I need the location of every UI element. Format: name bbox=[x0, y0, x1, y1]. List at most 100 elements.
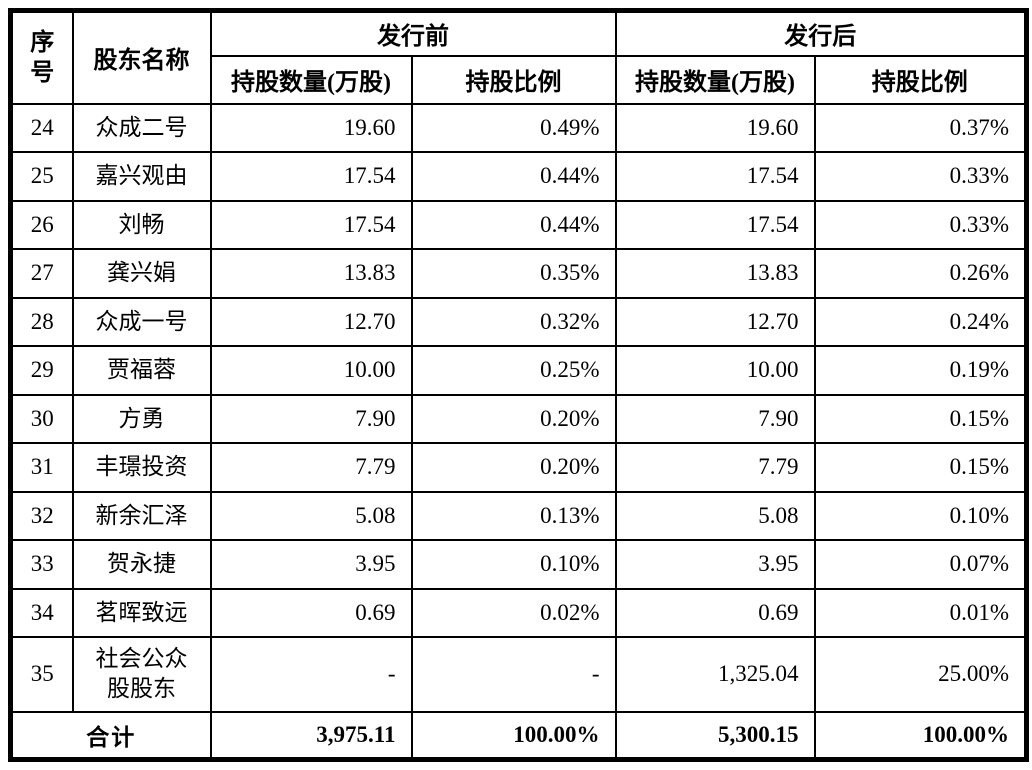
row-shareholder-name: 众成一号 bbox=[71, 296, 212, 348]
table-row: 34 茗晖致远 0.69 0.02% 0.69 0.01% bbox=[9, 587, 1028, 639]
row-shareholder-name: 刘畅 bbox=[71, 199, 212, 251]
row-pct-before: 0.13% bbox=[410, 490, 617, 542]
table-row: 35 社会公众股股东 - - 1,325.04 25.00% bbox=[9, 636, 1028, 713]
shareholder-table: 序号 股东名称 发行前 发行后 持股数量(万股) 持股比例 持股数量(万股) 持… bbox=[8, 8, 1029, 762]
row-qty-after: 10.00 bbox=[614, 345, 816, 396]
total-label: 合计 bbox=[9, 710, 212, 761]
row-pct-before: 0.49% bbox=[410, 102, 617, 154]
table-row: 32 新余汇泽 5.08 0.13% 5.08 0.10% bbox=[9, 490, 1028, 542]
row-seq: 35 bbox=[9, 636, 74, 713]
row-pct-after: 0.37% bbox=[813, 102, 1028, 154]
row-pct-after: 25.00% bbox=[813, 636, 1028, 713]
header-pct-after: 持股比例 bbox=[813, 54, 1028, 105]
row-shareholder-name: 社会公众股股东 bbox=[71, 636, 212, 713]
row-qty-before: 0.69 bbox=[209, 587, 413, 639]
header-pct-before: 持股比例 bbox=[410, 54, 617, 105]
row-pct-after: 0.24% bbox=[813, 296, 1028, 348]
row-seq: 24 bbox=[9, 102, 74, 154]
row-pct-after: 0.07% bbox=[813, 539, 1028, 590]
total-row: 合计 3,975.11 100.00% 5,300.15 100.00% bbox=[9, 710, 1028, 761]
row-seq: 26 bbox=[9, 199, 74, 251]
row-qty-after: 19.60 bbox=[614, 102, 816, 154]
row-shareholder-name: 众成二号 bbox=[71, 102, 212, 154]
row-pct-after: 0.15% bbox=[813, 442, 1028, 493]
header-shareholder-name: 股东名称 bbox=[71, 9, 212, 105]
row-seq: 34 bbox=[9, 587, 74, 639]
row-pct-before: 0.25% bbox=[410, 345, 617, 396]
row-qty-after: 3.95 bbox=[614, 539, 816, 590]
row-shareholder-name: 贾福蓉 bbox=[71, 345, 212, 396]
row-shareholder-name: 茗晖致远 bbox=[71, 587, 212, 639]
row-qty-before: - bbox=[209, 636, 413, 713]
row-shareholder-name: 新余汇泽 bbox=[71, 490, 212, 542]
table-row: 27 龚兴娟 13.83 0.35% 13.83 0.26% bbox=[9, 248, 1028, 299]
row-seq: 27 bbox=[9, 248, 74, 299]
row-pct-before: 0.20% bbox=[410, 393, 617, 445]
table-row: 24 众成二号 19.60 0.49% 19.60 0.37% bbox=[9, 102, 1028, 154]
header-group-after: 发行后 bbox=[614, 9, 1028, 57]
total-qty-after: 5,300.15 bbox=[614, 710, 816, 761]
row-pct-after: 0.10% bbox=[813, 490, 1028, 542]
table-header: 序号 股东名称 发行前 发行后 持股数量(万股) 持股比例 持股数量(万股) 持… bbox=[9, 9, 1028, 105]
row-seq: 25 bbox=[9, 151, 74, 202]
table-row: 25 嘉兴观由 17.54 0.44% 17.54 0.33% bbox=[9, 151, 1028, 202]
row-seq: 28 bbox=[9, 296, 74, 348]
row-pct-before: - bbox=[410, 636, 617, 713]
row-qty-after: 13.83 bbox=[614, 248, 816, 299]
row-qty-after: 7.79 bbox=[614, 442, 816, 493]
table-body: 24 众成二号 19.60 0.49% 19.60 0.37% 25 嘉兴观由 … bbox=[9, 102, 1028, 713]
row-qty-after: 0.69 bbox=[614, 587, 816, 639]
row-pct-before: 0.02% bbox=[410, 587, 617, 639]
row-qty-after: 17.54 bbox=[614, 151, 816, 202]
row-pct-before: 0.10% bbox=[410, 539, 617, 590]
row-qty-before: 12.70 bbox=[209, 296, 413, 348]
table-row: 29 贾福蓉 10.00 0.25% 10.00 0.19% bbox=[9, 345, 1028, 396]
row-shareholder-name: 方勇 bbox=[71, 393, 212, 445]
row-qty-after: 17.54 bbox=[614, 199, 816, 251]
row-seq: 30 bbox=[9, 393, 74, 445]
header-group-before: 发行前 bbox=[209, 9, 617, 57]
row-qty-before: 10.00 bbox=[209, 345, 413, 396]
row-pct-before: 0.20% bbox=[410, 442, 617, 493]
table-row: 26 刘畅 17.54 0.44% 17.54 0.33% bbox=[9, 199, 1028, 251]
row-pct-after: 0.01% bbox=[813, 587, 1028, 639]
row-pct-before: 0.44% bbox=[410, 151, 617, 202]
row-qty-after: 1,325.04 bbox=[614, 636, 816, 713]
row-pct-after: 0.26% bbox=[813, 248, 1028, 299]
row-qty-before: 13.83 bbox=[209, 248, 413, 299]
row-qty-before: 19.60 bbox=[209, 102, 413, 154]
table-row: 31 丰璟投资 7.79 0.20% 7.79 0.15% bbox=[9, 442, 1028, 493]
row-seq: 31 bbox=[9, 442, 74, 493]
header-seq-label: 序号 bbox=[30, 29, 55, 86]
row-pct-after: 0.33% bbox=[813, 151, 1028, 202]
row-pct-after: 0.19% bbox=[813, 345, 1028, 396]
header-qty-before: 持股数量(万股) bbox=[209, 54, 413, 105]
row-pct-after: 0.15% bbox=[813, 393, 1028, 445]
header-seq: 序号 bbox=[9, 9, 74, 105]
row-qty-after: 5.08 bbox=[614, 490, 816, 542]
row-qty-after: 7.90 bbox=[614, 393, 816, 445]
row-seq: 32 bbox=[9, 490, 74, 542]
header-qty-after: 持股数量(万股) bbox=[614, 54, 816, 105]
row-qty-before: 7.79 bbox=[209, 442, 413, 493]
row-pct-before: 0.32% bbox=[410, 296, 617, 348]
row-seq: 29 bbox=[9, 345, 74, 396]
total-pct-before: 100.00% bbox=[410, 710, 617, 761]
table-row: 30 方勇 7.90 0.20% 7.90 0.15% bbox=[9, 393, 1028, 445]
row-pct-after: 0.33% bbox=[813, 199, 1028, 251]
row-qty-before: 3.95 bbox=[209, 539, 413, 590]
row-qty-before: 5.08 bbox=[209, 490, 413, 542]
row-qty-before: 17.54 bbox=[209, 199, 413, 251]
row-shareholder-name: 丰璟投资 bbox=[71, 442, 212, 493]
total-qty-before: 3,975.11 bbox=[209, 710, 413, 761]
row-shareholder-name: 龚兴娟 bbox=[71, 248, 212, 299]
row-pct-before: 0.44% bbox=[410, 199, 617, 251]
row-qty-after: 12.70 bbox=[614, 296, 816, 348]
row-shareholder-name: 贺永捷 bbox=[71, 539, 212, 590]
table-row: 28 众成一号 12.70 0.32% 12.70 0.24% bbox=[9, 296, 1028, 348]
row-qty-before: 7.90 bbox=[209, 393, 413, 445]
table-row: 33 贺永捷 3.95 0.10% 3.95 0.07% bbox=[9, 539, 1028, 590]
row-pct-before: 0.35% bbox=[410, 248, 617, 299]
row-seq: 33 bbox=[9, 539, 74, 590]
